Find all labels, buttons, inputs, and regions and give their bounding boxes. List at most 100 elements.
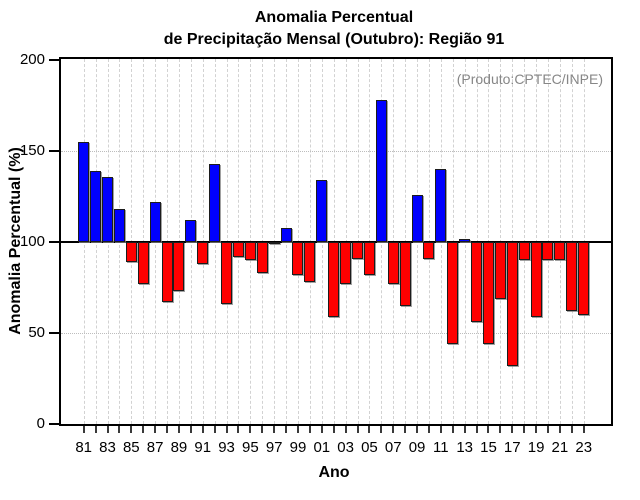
x-tick-label-2023: 23 (575, 439, 593, 456)
x-tick-label-2007: 07 (384, 439, 402, 456)
x-tick-label-2017: 17 (503, 439, 521, 456)
bar-2005 (363, 242, 375, 275)
bar-1986 (137, 242, 149, 284)
x-tick-label-2009: 09 (408, 439, 426, 456)
chart-title: Anomalia Percentual de Precipitação Mens… (26, 7, 640, 51)
bar-1993 (221, 242, 233, 304)
bar-1994 (232, 242, 244, 257)
x-tick-1983 (106, 426, 109, 433)
x-tick-1993 (225, 426, 228, 433)
x-tick-2011 (439, 426, 442, 433)
bar-1981 (78, 142, 90, 243)
x-tick-label-2021: 21 (551, 439, 569, 456)
bar-1995 (244, 242, 256, 261)
source-annotation: (Produto:CPTEC/INPE) (456, 71, 603, 87)
horizontal-gridline-50 (61, 333, 611, 335)
x-tick-2003 (344, 426, 347, 433)
y-tick-label-150: 150 (19, 142, 45, 160)
bar-1996 (256, 242, 268, 274)
bar-1985 (125, 242, 137, 263)
x-tick-label-1985: 85 (122, 439, 140, 456)
bar-2014 (471, 242, 483, 323)
x-tick-1984 (118, 426, 121, 433)
x-tick-1995 (249, 426, 252, 433)
x-tick-2020 (546, 426, 549, 433)
x-tick-2014 (475, 426, 478, 433)
x-tick-2013 (463, 426, 466, 433)
x-tick-2018 (523, 426, 526, 433)
y-tick-50 (49, 332, 59, 335)
bar-2021 (554, 242, 566, 261)
bar-2002 (328, 242, 340, 317)
x-tick-1996 (261, 426, 264, 433)
x-tick-2017 (511, 426, 514, 433)
x-tick-1997 (273, 426, 276, 433)
bar-1982 (90, 171, 102, 243)
y-tick-0 (49, 423, 59, 425)
bar-2001 (316, 180, 328, 243)
bar-2012 (447, 242, 459, 344)
x-tick-2006 (380, 426, 383, 433)
y-tick-label-200: 200 (19, 51, 45, 69)
x-tick-label-1989: 89 (170, 439, 188, 456)
y-tick-150 (49, 150, 59, 153)
x-tick-2004 (356, 426, 359, 433)
x-tick-label-2015: 15 (480, 439, 497, 456)
bar-2000 (304, 242, 316, 283)
chart-title-line2: de Precipitação Mensal (Outubro): Região… (163, 31, 505, 48)
x-tick-label-1981: 81 (75, 439, 93, 456)
bar-2006 (375, 100, 387, 243)
x-tick-label-1995: 95 (242, 439, 259, 456)
x-tick-1981 (82, 426, 85, 433)
bar-1999 (292, 242, 304, 275)
y-tick-label-0: 0 (36, 415, 45, 432)
x-tick-1982 (94, 426, 97, 433)
x-tick-label-2013: 13 (456, 439, 473, 456)
x-tick-label-1983: 83 (99, 439, 116, 456)
bar-2016 (494, 242, 506, 299)
x-tick-label-2003: 03 (337, 439, 354, 456)
x-tick-1986 (142, 426, 145, 433)
bar-2023 (578, 242, 590, 315)
x-tick-label-2019: 19 (527, 439, 545, 456)
x-tick-label-1987: 87 (146, 439, 164, 456)
bar-1989 (173, 242, 185, 292)
bar-2019 (530, 242, 542, 317)
bar-1983 (102, 176, 113, 243)
bar-2007 (387, 242, 399, 284)
bar-1997 (268, 242, 280, 245)
horizontal-gridline-150 (61, 151, 611, 153)
bar-2022 (566, 242, 578, 312)
x-tick-2022 (570, 426, 573, 433)
x-tick-2012 (451, 426, 454, 433)
x-tick-2019 (535, 426, 538, 433)
y-tick-label-50: 50 (28, 324, 45, 342)
x-tick-1994 (237, 426, 240, 433)
bar-2009 (411, 194, 423, 243)
x-axis-label: Ano (318, 464, 350, 481)
x-tick-2005 (368, 426, 371, 433)
x-tick-1990 (189, 426, 192, 433)
bar-2008 (399, 242, 411, 306)
x-tick-1985 (130, 426, 133, 433)
x-tick-2015 (487, 426, 490, 433)
x-tick-label-1991: 91 (194, 439, 212, 456)
y-tick-label-100: 100 (19, 233, 45, 251)
y-tick-100 (49, 241, 59, 244)
x-tick-1992 (213, 426, 216, 433)
x-tick-1988 (166, 426, 169, 433)
x-tick-label-2005: 05 (361, 439, 378, 456)
bar-1988 (161, 242, 173, 303)
x-tick-label-2011: 11 (433, 439, 449, 456)
x-tick-2002 (332, 426, 335, 433)
plot-area: (Produto:CPTEC/INPE) (59, 57, 613, 426)
x-tick-2016 (499, 426, 502, 433)
bar-1984 (113, 209, 125, 243)
x-tick-1998 (285, 426, 288, 433)
x-tick-2008 (404, 426, 407, 433)
bar-2017 (506, 242, 518, 366)
bar-2010 (423, 242, 435, 259)
x-tick-label-1993: 93 (218, 439, 235, 456)
bar-1992 (209, 164, 221, 243)
